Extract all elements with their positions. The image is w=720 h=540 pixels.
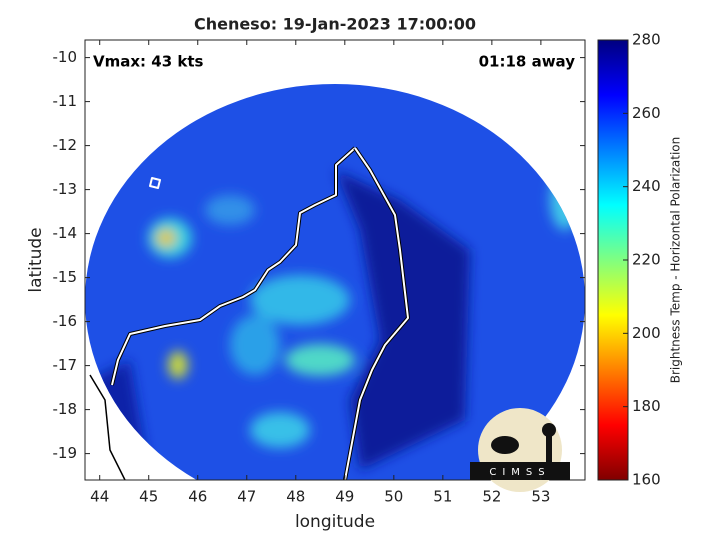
colorbar-tick-label: 160: [632, 471, 661, 489]
annotation: 01:18 away: [479, 53, 576, 71]
y-tick-label: -15: [53, 268, 78, 286]
y-tick-label: -18: [53, 400, 78, 418]
x-tick-label: 45: [139, 488, 158, 506]
plot-frame: [84, 39, 586, 481]
logo-text: CIMSS: [489, 467, 550, 478]
colorbar-tick-label: 260: [632, 104, 661, 122]
x-tick-label: 52: [482, 488, 501, 506]
x-tick-label: 49: [335, 488, 354, 506]
x-tick-label: 51: [433, 488, 452, 506]
colorbar-tick-label: 180: [632, 397, 661, 415]
chart-title: Cheneso: 19-Jan-2023 17:00:00: [194, 15, 476, 34]
y-axis-label: latitude: [26, 227, 46, 292]
colorbar-tick-label: 200: [632, 324, 661, 342]
colorbar-tick-label: 280: [632, 31, 661, 49]
y-tick-label: -10: [53, 48, 78, 66]
x-tick-label: 46: [188, 488, 207, 506]
y-tick-label: -11: [53, 92, 78, 110]
y-tick-label: -16: [53, 312, 78, 330]
colorbar-tick-label: 240: [632, 177, 661, 195]
y-tick-label: -17: [53, 356, 78, 374]
y-tick-label: -14: [53, 224, 78, 242]
x-tick-label: 50: [384, 488, 403, 506]
y-tick-label: -19: [53, 444, 78, 462]
logo: CIMSS: [470, 408, 570, 492]
x-tick-label: 53: [531, 488, 550, 506]
y-tick-label: -13: [53, 180, 78, 198]
colorbar-tick-label: 220: [632, 251, 661, 269]
y-tick-label: -12: [53, 136, 78, 154]
x-axis-label: longitude: [295, 512, 375, 532]
colorbar-label: Brightness Temp - Horizontal Polarizatio…: [669, 137, 683, 384]
x-tick-label: 47: [237, 488, 256, 506]
annotation: Vmax: 43 kts: [93, 53, 203, 71]
x-tick-label: 48: [286, 488, 305, 506]
x-tick-label: 44: [90, 488, 109, 506]
